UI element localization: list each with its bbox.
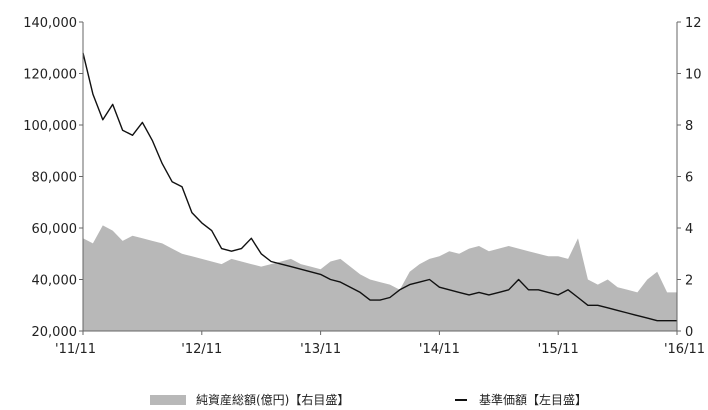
right-tick-label: 0: [685, 325, 693, 340]
left-axis-ticks: 20,000 40,000 60,000 80,000 100,000 120,000 14…: [23, 16, 83, 340]
left-tick-label: 60,000: [32, 222, 78, 237]
right-tick-label: 12: [685, 16, 702, 31]
right-tick-label: 4: [685, 222, 693, 237]
right-tick-label: 6: [685, 171, 693, 186]
x-tick-label: '14/11: [419, 342, 460, 357]
left-tick-label: 80,000: [32, 171, 78, 186]
left-tick-label: 40,000: [32, 274, 78, 289]
x-tick-label: '16/11: [664, 342, 705, 357]
left-tick-label: 100,000: [23, 119, 77, 134]
x-tick-label: '13/11: [300, 342, 341, 357]
x-tick-label: '11/11: [55, 342, 96, 357]
net-assets-area: [83, 225, 677, 331]
right-tick-label: 2: [685, 274, 693, 289]
legend-swatch-area: [150, 395, 186, 405]
nav-price-line: [82, 52, 677, 322]
right-axis-ticks: 0 2 4 6 8 10 12: [677, 16, 702, 340]
right-tick-label: 8: [685, 119, 693, 134]
plot-area: [82, 52, 677, 331]
left-tick-label: 140,000: [23, 16, 77, 31]
right-tick-label: 10: [685, 68, 702, 83]
left-tick-label: 20,000: [32, 325, 78, 340]
legend: 純資産総額(億円)【右目盛】 基準価額【左目盛】: [150, 392, 587, 407]
legend-label-net-assets: 純資産総額(億円)【右目盛】: [196, 392, 349, 407]
legend-label-nav: 基準価額【左目盛】: [479, 392, 587, 407]
x-axis-ticks: '11/11 '12/11 '13/11 '14/11 '15/11 '16/11: [55, 331, 705, 357]
x-tick-label: '15/11: [538, 342, 579, 357]
left-tick-label: 120,000: [23, 68, 77, 83]
x-tick-label: '12/11: [181, 342, 222, 357]
